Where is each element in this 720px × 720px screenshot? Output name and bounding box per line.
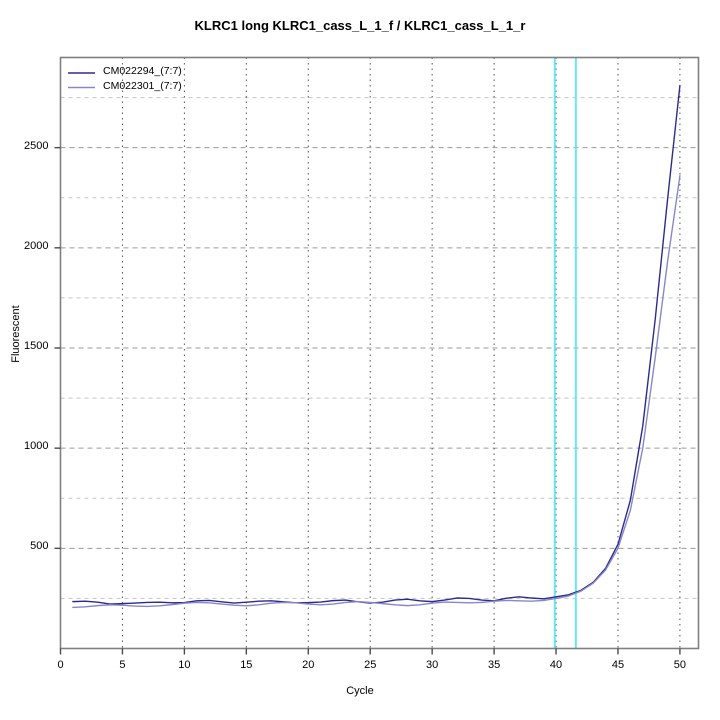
x-axis-label: Cycle [346,685,374,697]
tick-label-y: 2000 [24,239,49,252]
tick-label-y: 1500 [24,339,49,352]
tick-label-x: 45 [611,658,625,671]
tick-label-x: 40 [549,658,563,671]
y-axis-label: Fluorescent [10,305,22,363]
data-series [72,84,681,609]
series-line-0 [72,84,681,605]
legend-label-1: CM022301_(7:7) [103,79,182,92]
plot-frame [59,56,700,650]
tick-label-x: 20 [302,658,315,671]
axis-ticks [54,146,681,655]
minor-gridlines [60,97,699,599]
tick-label-y: 1000 [24,440,49,453]
legend-swatches [68,72,95,89]
tick-label-x: 35 [487,658,501,671]
page-title: KLRC1 long KLRC1_cass_L_1_f / KLRC1_cass… [194,18,526,33]
major-gridlines [60,147,699,549]
tick-label-y: 2500 [24,139,49,152]
tick-label-x: 50 [673,658,687,671]
tick-label-x: 0 [57,658,64,671]
tick-label-y: 500 [30,540,49,553]
tick-label-x: 15 [240,658,253,671]
tick-label-x: 25 [364,658,377,671]
tick-label-x: 5 [119,658,126,671]
frame-rect [59,56,700,650]
tick-label-x: 30 [426,658,439,671]
vertical-gridlines [121,57,681,649]
series-line-1 [72,174,681,609]
legend-label-0: CM022294_(7:7) [103,65,182,77]
threshold-marker-lines [553,57,577,649]
tick-label-x: 10 [178,658,191,671]
